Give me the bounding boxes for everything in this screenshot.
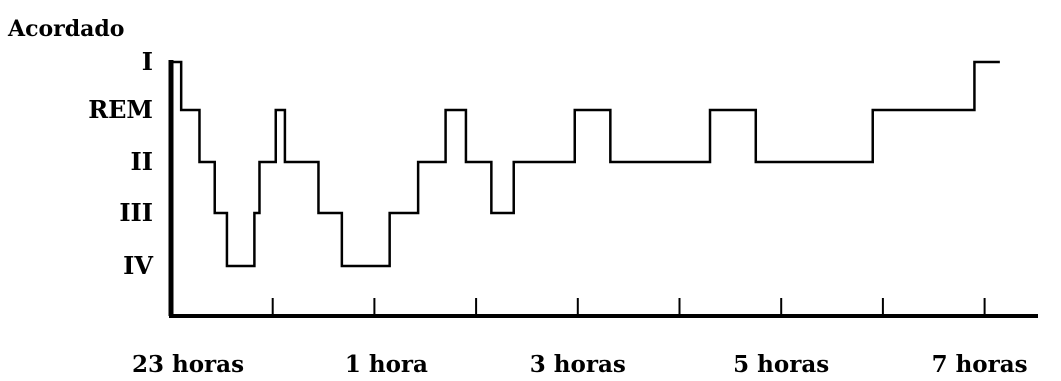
- y-tick-label: I: [142, 47, 153, 76]
- x-axis-ticks: [271, 298, 986, 316]
- y-tick-label: IV: [123, 251, 153, 280]
- sleep-stage-line: [171, 60, 1000, 268]
- y-tick-label: III: [119, 198, 153, 227]
- x-tick-label: 5 horas: [733, 351, 829, 378]
- x-tick-label: 23 horas: [132, 351, 244, 378]
- axes: [168, 60, 1038, 318]
- x-tick-label: 1 hora: [345, 351, 428, 378]
- x-tick-label: 7 horas: [932, 351, 1028, 378]
- x-axis-labels: 23 horas 1 hora 3 horas 5 horas 7 horas: [132, 351, 1028, 378]
- x-tick-label: 3 horas: [530, 351, 626, 378]
- y-tick-label: REM: [88, 95, 153, 124]
- y-tick-label: II: [131, 147, 153, 176]
- series-group: [171, 60, 1000, 268]
- chart-title: Acordado: [7, 16, 124, 42]
